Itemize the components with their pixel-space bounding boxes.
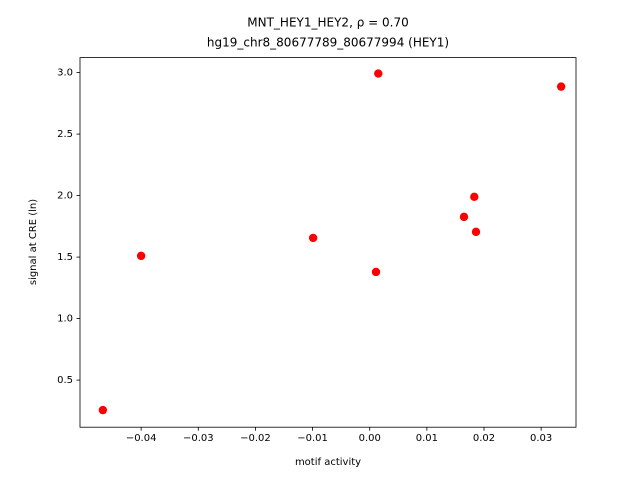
chart-title: MNT_HEY1_HEY2, ρ = 0.70 xyxy=(247,16,408,30)
point xyxy=(136,251,146,261)
point xyxy=(308,233,318,243)
x-tick-label: 0.02 xyxy=(473,433,495,444)
x-axis-label: motif activity xyxy=(295,457,361,468)
x-tick-label: 0.00 xyxy=(359,433,381,444)
y-tick-label: 3.0 xyxy=(57,68,73,79)
plot-frame xyxy=(79,57,577,428)
point xyxy=(98,405,108,415)
x-tick-label: 0.03 xyxy=(530,433,552,444)
point xyxy=(371,267,381,277)
point xyxy=(459,212,469,222)
x-tick-label: −0.04 xyxy=(126,433,157,444)
x-tick-label: −0.03 xyxy=(183,433,214,444)
x-tick-label: −0.02 xyxy=(240,433,271,444)
y-axis-label: signal at CRE (ln) xyxy=(28,199,39,285)
y-tick-label: 2.5 xyxy=(57,129,73,140)
y-tick-label: 1.5 xyxy=(57,252,73,263)
x-tick-label: 0.01 xyxy=(416,433,438,444)
point xyxy=(374,69,383,78)
point xyxy=(556,82,566,91)
y-tick-label: 2.0 xyxy=(57,191,73,202)
chart-subtitle: hg19_chr8_80677789_80677994 (HEY1) xyxy=(207,36,449,50)
point xyxy=(471,227,481,237)
y-tick-label: 1.0 xyxy=(57,314,73,325)
y-tick-label: 0.5 xyxy=(57,375,73,386)
x-tick-label: −0.01 xyxy=(297,433,328,444)
point xyxy=(470,192,479,202)
